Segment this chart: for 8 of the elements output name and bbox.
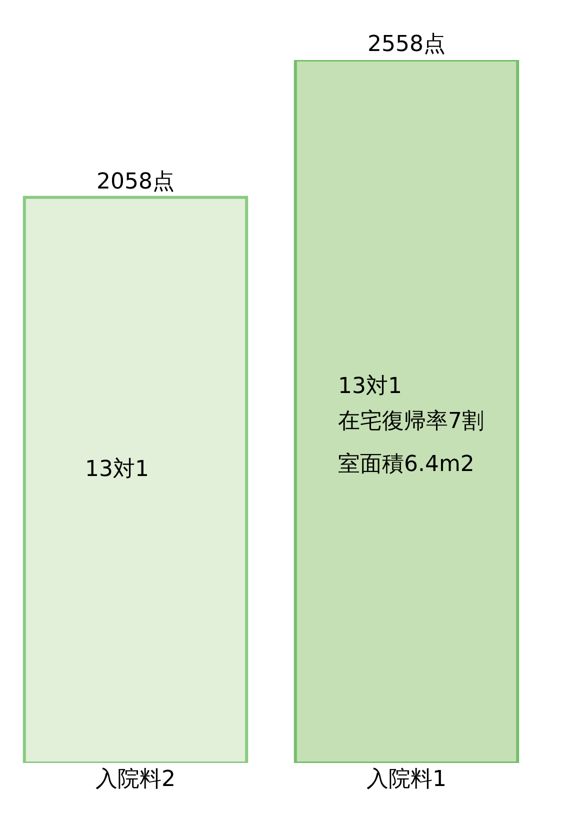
- annotation: 在宅復帰率7割: [338, 409, 484, 434]
- x-tick-label: 入院料2: [96, 767, 176, 792]
- annotation: 13対1: [338, 374, 402, 399]
- data-label: 2058点: [96, 169, 174, 194]
- data-label: 2558点: [368, 32, 446, 57]
- annotation: 室面積6.4m2: [338, 452, 474, 477]
- annotation: 13対1: [85, 457, 149, 482]
- x-tick-label: 入院料1: [366, 767, 446, 792]
